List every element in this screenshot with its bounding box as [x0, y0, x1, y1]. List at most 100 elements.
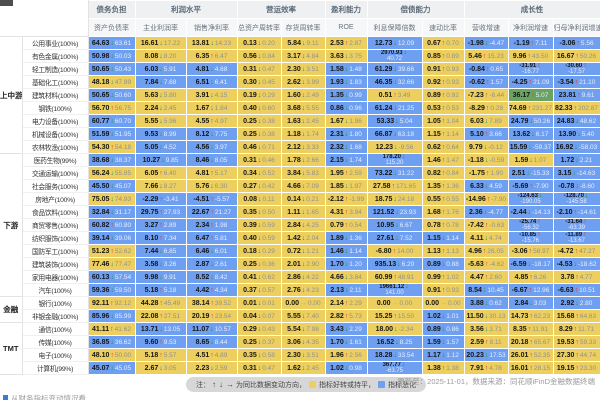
- row-label[interactable]: 传媒(100%): [22, 335, 89, 349]
- metric-cell: 15.68↑64.63: [552, 309, 600, 323]
- previous-value: 4.77: [579, 273, 593, 281]
- up-arrow-icon: ↑: [574, 247, 579, 255]
- row-label[interactable]: 农林牧渔(100%): [22, 140, 89, 154]
- current-value: 0.04: [243, 312, 257, 320]
- down-arrow-icon: ↓: [344, 65, 349, 73]
- row-label[interactable]: 公用事业(100%): [22, 36, 89, 50]
- current-value: 16.92: [555, 143, 574, 151]
- row-label[interactable]: 国防军工(100%): [22, 244, 89, 258]
- row-label[interactable]: 电力设备(100%): [22, 114, 89, 128]
- current-value: 7.84: [144, 78, 159, 86]
- current-value: 11.07: [192, 325, 210, 333]
- up-arrow-icon: ↑: [393, 91, 397, 99]
- up-arrow-icon: ↑: [528, 78, 533, 86]
- down-arrow-icon: ↓: [257, 195, 262, 203]
- current-value: 22.08: [140, 312, 159, 320]
- current-value: 1.95: [330, 169, 344, 177]
- current-value: 935.13: [374, 260, 397, 268]
- current-value: 26.01: [510, 351, 529, 359]
- row-label[interactable]: 纺织服饰(100%): [22, 231, 89, 245]
- previous-value: 31.17: [114, 208, 132, 216]
- row-label[interactable]: 家用电器(100%): [22, 270, 89, 284]
- current-value: 38.14: [191, 299, 210, 307]
- row-label[interactable]: 建筑装饰(100%): [22, 257, 89, 271]
- down-arrow-icon: ↓: [257, 78, 262, 86]
- row-label[interactable]: 商贸零售(100%): [22, 218, 89, 232]
- previous-value: 0.38: [262, 130, 275, 138]
- metric-cell: 2.32↓1.68: [324, 140, 368, 154]
- row-label[interactable]: 基础化工(100%): [22, 75, 89, 89]
- up-arrow-icon: ↑: [441, 208, 446, 216]
- previous-value: 5.07: [535, 91, 549, 99]
- metric-cell: 1.70↓1.20: [324, 257, 368, 271]
- table-row: 上中游 公用事业(100%) 64.63↓63.61 16.61↓17.22 13.81…: [0, 36, 600, 154]
- down-arrow-icon: ↓: [344, 182, 349, 190]
- current-value: 367.77: [382, 362, 401, 369]
- row-label[interactable]: 食品饮料(100%): [22, 205, 89, 219]
- down-arrow-icon: ↓: [257, 52, 262, 60]
- down-arrow-icon: ↓: [110, 364, 114, 372]
- metric-cell: 11.07↓10.57: [185, 322, 238, 336]
- previous-value: 1.97: [349, 182, 362, 190]
- current-value: 1.05: [427, 117, 441, 125]
- current-value: 3.91: [195, 91, 210, 99]
- current-value: -2.44: [510, 208, 527, 216]
- row-label[interactable]: 建筑材料(100%): [22, 88, 89, 102]
- row-label[interactable]: 医药生物(99%): [22, 153, 89, 167]
- previous-value: 0.92: [446, 91, 459, 99]
- current-value: 0.35: [243, 208, 257, 216]
- previous-value: 8.99: [163, 130, 177, 138]
- metric-cell: 16.67↑50.26: [552, 49, 600, 63]
- row-label[interactable]: 房地产(100%): [22, 192, 89, 206]
- metric-cell: 7.84↓7.68: [134, 75, 187, 89]
- down-arrow-icon: ↓: [393, 169, 397, 177]
- current-value: -5.63: [467, 260, 484, 268]
- metric-cell: 2.30↓3.51: [280, 348, 326, 362]
- previous-value: 26.05: [487, 247, 504, 255]
- row-label[interactable]: 通信(100%): [22, 322, 89, 336]
- row-label[interactable]: 交通运输(100%): [22, 166, 89, 180]
- row-label[interactable]: 电子(100%): [22, 348, 89, 362]
- current-value: 6.33: [470, 182, 484, 190]
- metric-cell: 4.55↑4.97: [185, 114, 238, 128]
- metric-cell: 0.86↓0.96: [324, 101, 368, 115]
- down-arrow-icon: ↓: [257, 117, 262, 125]
- metric-cell: 19.53↑59.33: [552, 335, 600, 349]
- current-value: 53.33: [376, 117, 395, 125]
- previous-value: 6.30: [214, 182, 228, 190]
- metric-cell: 6.51↓6.41: [185, 75, 238, 89]
- current-value: 0.56: [243, 52, 257, 60]
- down-arrow-icon: ↓: [393, 130, 397, 138]
- current-value: 1.89: [330, 234, 344, 242]
- metric-cell: 0.89↓0.86: [421, 322, 465, 336]
- down-arrow-icon: ↓: [344, 130, 349, 138]
- metric-cell: -1.75↑1.90: [463, 166, 509, 180]
- down-arrow-icon: ↓: [110, 91, 114, 99]
- metric-cell: 22.67↑21.27: [185, 205, 238, 219]
- table-row: 基础化工(100%) 48.18↓47.89 7.84↓7.68 6.51↓6.41 0…: [0, 75, 600, 89]
- previous-value: 0.62: [489, 299, 502, 307]
- previous-value: 57.54: [114, 273, 132, 281]
- current-value: 0.67: [427, 39, 441, 47]
- current-value: 50.65: [91, 65, 110, 73]
- previous-value: 60.70: [114, 117, 132, 125]
- row-label[interactable]: 机械设备(100%): [22, 127, 89, 141]
- down-arrow-icon: ↓: [257, 156, 262, 164]
- table-row: 房地产(100%) 75.05↓74.93 -2.29↑-3.41 -4.51↑-5.…: [0, 192, 600, 206]
- row-label[interactable]: 钢铁(100%): [22, 101, 89, 115]
- row-label[interactable]: 社会服务(100%): [22, 179, 89, 193]
- row-label[interactable]: 轻工制造(100%): [22, 62, 89, 76]
- metric-cell: 0.91↑0.93: [421, 62, 465, 76]
- row-label[interactable]: 汽车(100%): [22, 283, 89, 297]
- current-value: 4.85: [514, 273, 529, 281]
- row-label[interactable]: 非银金融(100%): [22, 309, 89, 323]
- previous-value: 15.23: [487, 52, 504, 60]
- row-label[interactable]: 银行(100%): [22, 296, 89, 310]
- up-arrow-icon: ↑: [485, 104, 490, 112]
- down-arrow-icon: ↓: [401, 361, 406, 369]
- down-arrow-icon: ↓: [301, 169, 306, 177]
- previous-value: 0.01: [262, 299, 275, 307]
- row-label[interactable]: 计算机(99%): [22, 361, 89, 375]
- row-label[interactable]: 有色金属(100%): [22, 49, 89, 63]
- down-arrow-icon: ↓: [301, 104, 306, 112]
